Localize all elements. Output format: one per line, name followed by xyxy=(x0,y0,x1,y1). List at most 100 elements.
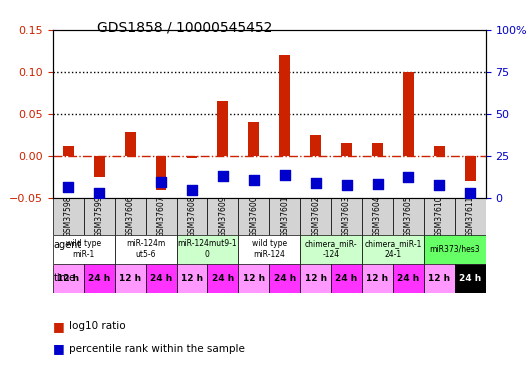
FancyBboxPatch shape xyxy=(331,264,362,292)
FancyBboxPatch shape xyxy=(269,198,300,235)
FancyBboxPatch shape xyxy=(115,198,146,235)
FancyBboxPatch shape xyxy=(393,264,424,292)
Text: GSM37602: GSM37602 xyxy=(311,196,320,237)
Text: 12 h: 12 h xyxy=(243,273,265,283)
FancyBboxPatch shape xyxy=(455,264,486,292)
Text: miR-124m
ut5-6: miR-124m ut5-6 xyxy=(126,240,165,259)
FancyBboxPatch shape xyxy=(331,198,362,235)
Bar xyxy=(279,55,290,156)
Point xyxy=(342,182,351,188)
Text: GSM37606: GSM37606 xyxy=(126,196,135,237)
Text: 24 h: 24 h xyxy=(459,273,482,283)
Bar xyxy=(63,146,74,156)
Text: 12 h: 12 h xyxy=(366,273,389,283)
Bar xyxy=(372,143,383,156)
Bar xyxy=(403,72,414,156)
Bar xyxy=(248,122,259,156)
FancyBboxPatch shape xyxy=(362,264,393,292)
Text: GSM37601: GSM37601 xyxy=(280,196,289,237)
Text: GSM37599: GSM37599 xyxy=(95,196,103,237)
Text: chimera_miR-
-124: chimera_miR- -124 xyxy=(305,240,357,259)
Bar xyxy=(218,101,228,156)
Text: chimera_miR-1
24-1: chimera_miR-1 24-1 xyxy=(364,240,422,259)
Text: miR-124mut9-1
0: miR-124mut9-1 0 xyxy=(177,240,237,259)
Text: GSM37609: GSM37609 xyxy=(219,196,228,237)
Text: agent: agent xyxy=(53,240,82,250)
Bar xyxy=(94,156,105,177)
Bar xyxy=(186,156,197,158)
FancyBboxPatch shape xyxy=(424,198,455,235)
Text: GSM37600: GSM37600 xyxy=(249,196,258,237)
Point xyxy=(157,178,165,184)
FancyBboxPatch shape xyxy=(53,198,84,235)
FancyBboxPatch shape xyxy=(146,264,176,292)
Text: 12 h: 12 h xyxy=(57,273,79,283)
Bar xyxy=(465,156,476,181)
Text: 12 h: 12 h xyxy=(305,273,327,283)
Point xyxy=(95,190,103,196)
FancyBboxPatch shape xyxy=(176,264,208,292)
Point xyxy=(64,184,72,190)
FancyBboxPatch shape xyxy=(300,235,362,264)
FancyBboxPatch shape xyxy=(424,264,455,292)
FancyBboxPatch shape xyxy=(238,264,269,292)
Text: percentile rank within the sample: percentile rank within the sample xyxy=(69,344,244,354)
FancyBboxPatch shape xyxy=(362,235,424,264)
Text: time: time xyxy=(53,273,76,283)
Point xyxy=(219,173,227,179)
FancyBboxPatch shape xyxy=(208,264,238,292)
Text: wild type
miR-124: wild type miR-124 xyxy=(252,240,287,259)
Text: miR373/hes3: miR373/hes3 xyxy=(429,245,480,254)
Text: 24 h: 24 h xyxy=(335,273,357,283)
Point xyxy=(435,182,444,188)
Text: GSM37607: GSM37607 xyxy=(156,196,166,237)
Point xyxy=(466,190,475,196)
Text: GSM37598: GSM37598 xyxy=(64,196,73,237)
Bar xyxy=(156,156,166,190)
Text: GDS1858 / 10000545452: GDS1858 / 10000545452 xyxy=(97,21,272,34)
Text: GSM37611: GSM37611 xyxy=(466,196,475,237)
FancyBboxPatch shape xyxy=(455,198,486,235)
FancyBboxPatch shape xyxy=(393,198,424,235)
Point xyxy=(404,174,413,180)
FancyBboxPatch shape xyxy=(238,235,300,264)
FancyBboxPatch shape xyxy=(53,235,115,264)
FancyBboxPatch shape xyxy=(300,264,331,292)
FancyBboxPatch shape xyxy=(176,235,238,264)
FancyBboxPatch shape xyxy=(84,264,115,292)
Text: 24 h: 24 h xyxy=(212,273,234,283)
FancyBboxPatch shape xyxy=(300,198,331,235)
FancyBboxPatch shape xyxy=(362,198,393,235)
Text: GSM37605: GSM37605 xyxy=(404,196,413,237)
FancyBboxPatch shape xyxy=(208,198,238,235)
Text: GSM37604: GSM37604 xyxy=(373,196,382,237)
FancyBboxPatch shape xyxy=(269,264,300,292)
Bar xyxy=(310,135,321,156)
Point xyxy=(280,172,289,178)
Point xyxy=(250,177,258,183)
Bar xyxy=(125,132,136,156)
Text: GSM37608: GSM37608 xyxy=(187,196,196,237)
Bar xyxy=(341,143,352,156)
Text: 12 h: 12 h xyxy=(119,273,141,283)
Text: wild type
miR-1: wild type miR-1 xyxy=(66,240,101,259)
FancyBboxPatch shape xyxy=(176,198,208,235)
Text: 24 h: 24 h xyxy=(398,273,420,283)
Text: 24 h: 24 h xyxy=(88,273,110,283)
Text: 24 h: 24 h xyxy=(274,273,296,283)
FancyBboxPatch shape xyxy=(53,264,84,292)
FancyBboxPatch shape xyxy=(115,264,146,292)
FancyBboxPatch shape xyxy=(84,198,115,235)
FancyBboxPatch shape xyxy=(146,198,176,235)
Text: GSM37610: GSM37610 xyxy=(435,196,444,237)
Point xyxy=(188,187,196,193)
FancyBboxPatch shape xyxy=(238,198,269,235)
Text: 12 h: 12 h xyxy=(181,273,203,283)
FancyBboxPatch shape xyxy=(115,235,176,264)
Bar xyxy=(434,146,445,156)
FancyBboxPatch shape xyxy=(424,235,486,264)
Point xyxy=(312,180,320,186)
Text: 12 h: 12 h xyxy=(428,273,450,283)
Text: ■: ■ xyxy=(53,320,64,333)
Text: ■: ■ xyxy=(53,342,64,355)
